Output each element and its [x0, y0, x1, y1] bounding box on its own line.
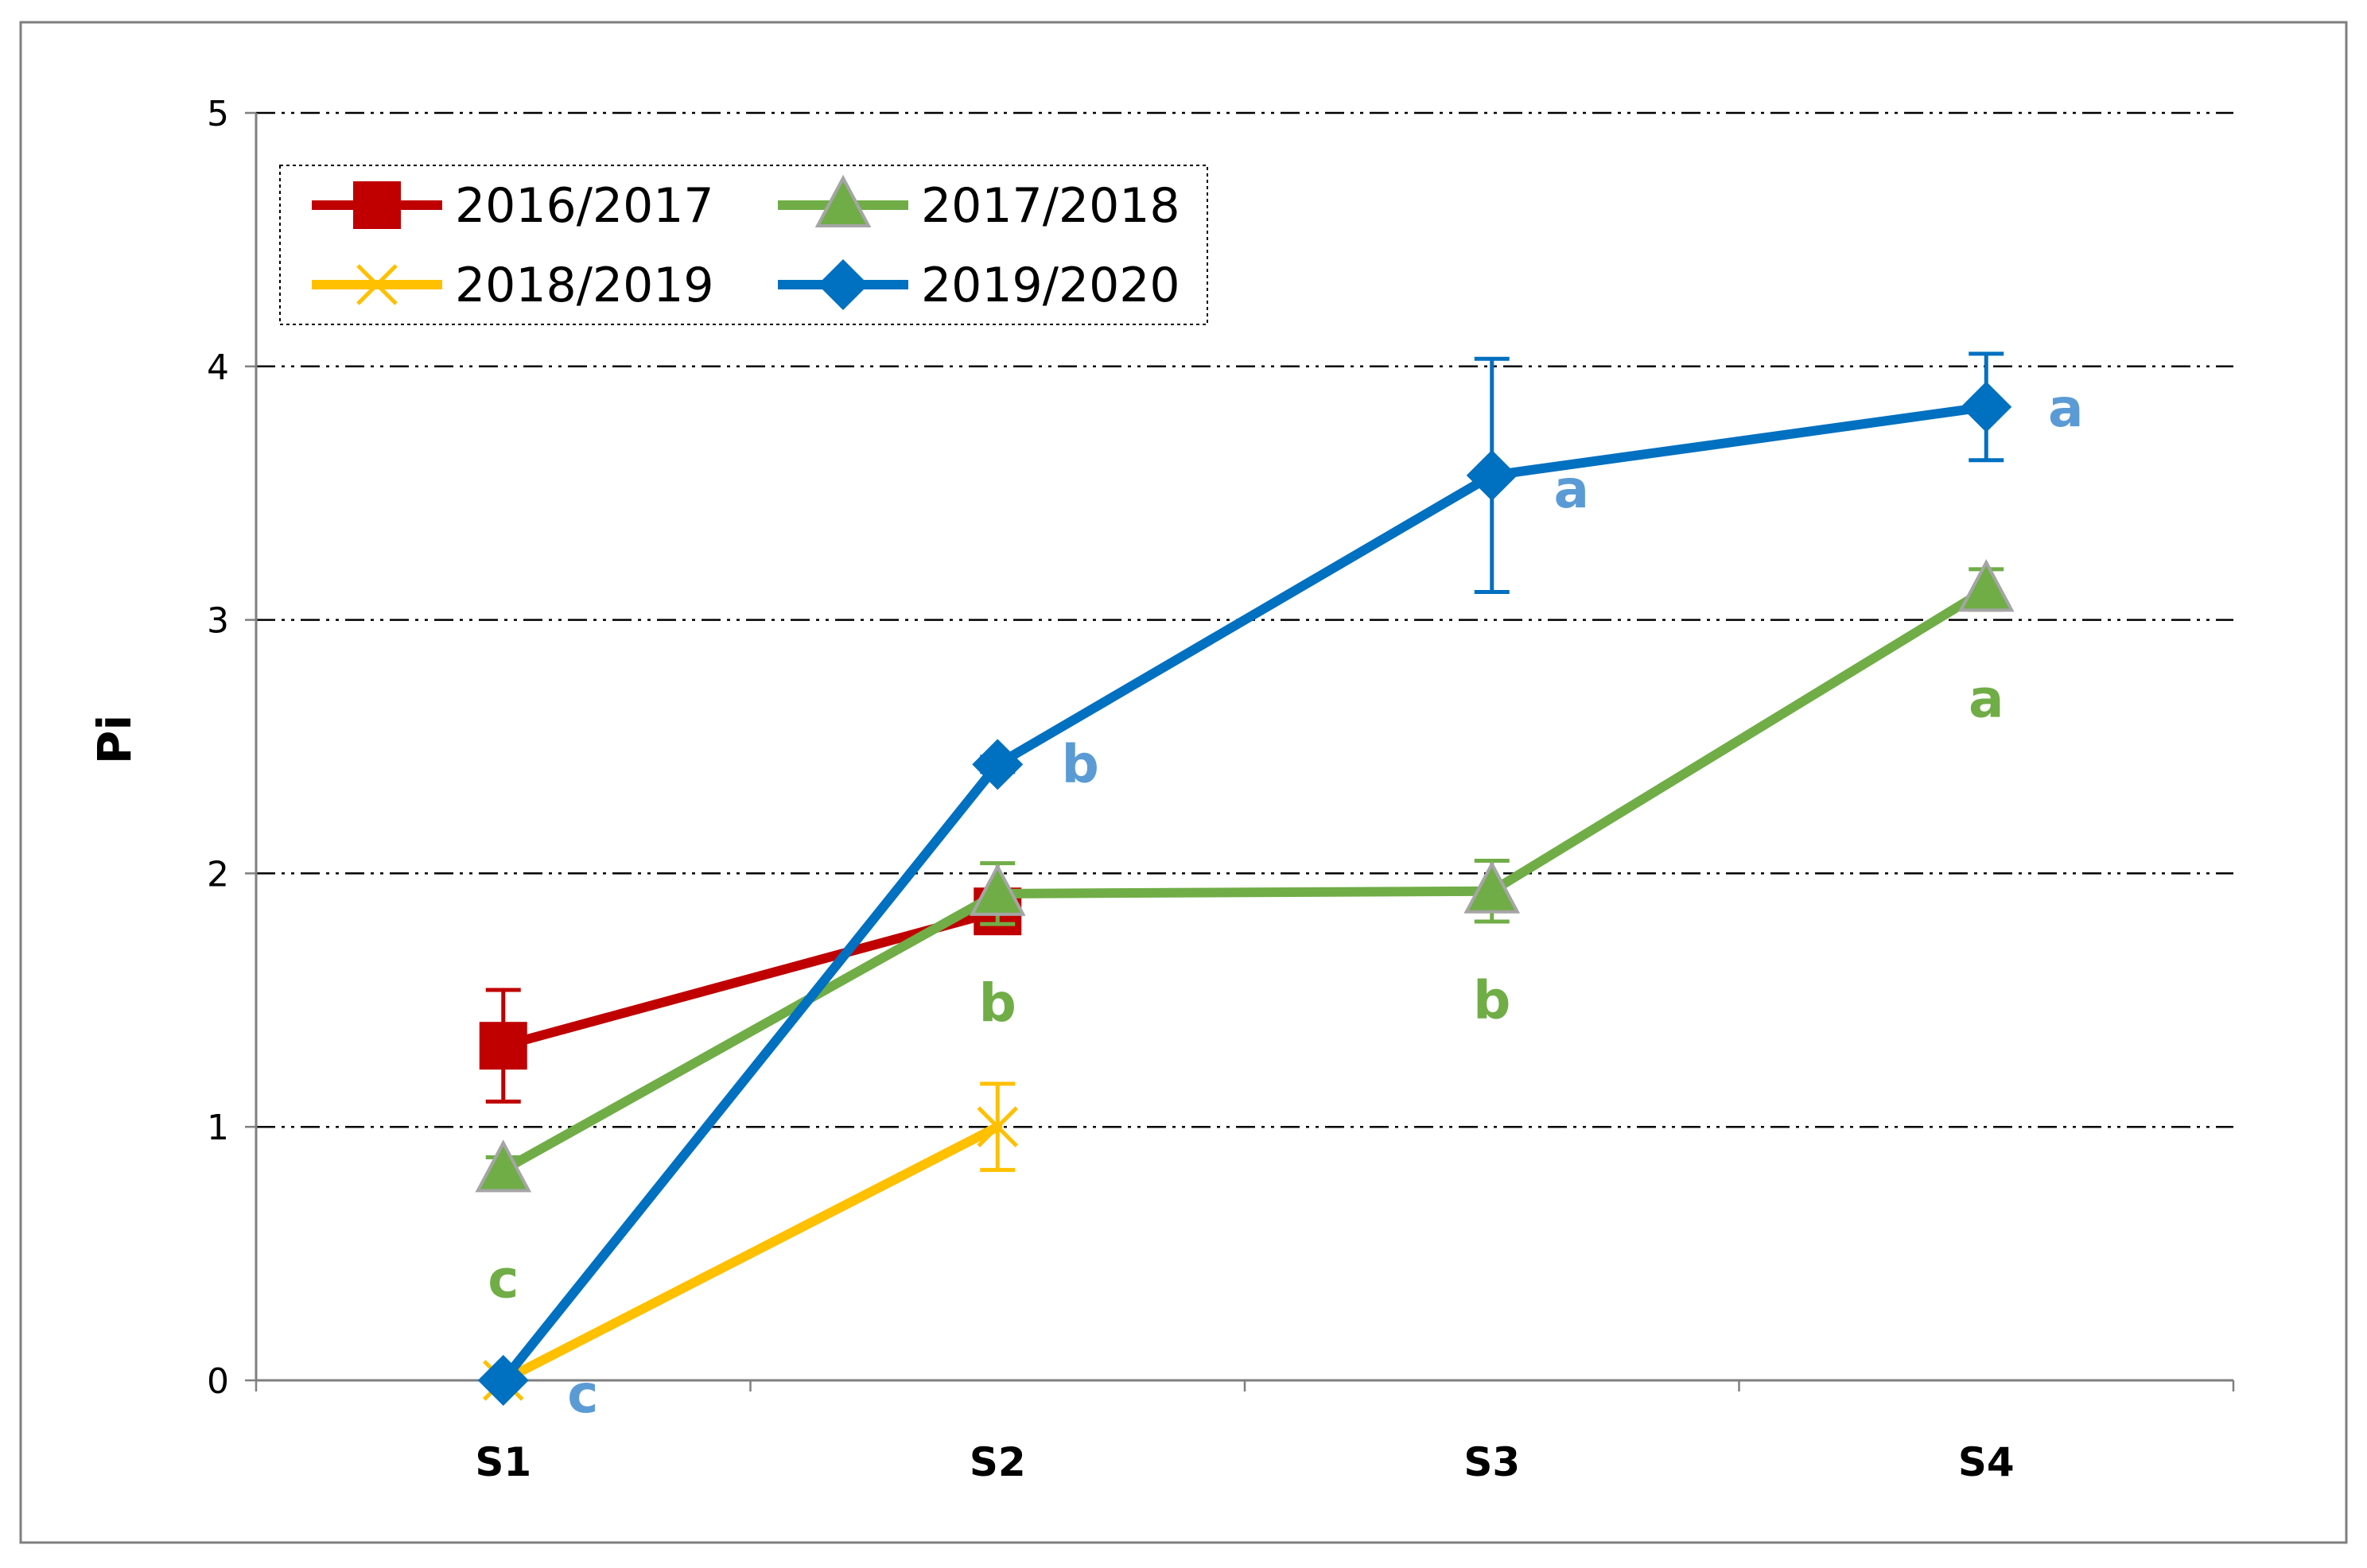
x-category-label-3: S4 — [1958, 1439, 2015, 1485]
axes: 0 1 2 3 4 5 S1 S2 S3 S4 — [207, 94, 2235, 1485]
y-tick-label-2: 2 — [207, 854, 229, 895]
series-1-line — [498, 584, 1992, 1175]
significance-letters: c b b a c b a a — [488, 378, 2083, 1425]
series-3-line — [498, 402, 1992, 1385]
legend-marker-1 — [814, 174, 872, 227]
legend-label-0: 2016/2017 — [455, 178, 714, 234]
y-tick-label-4: 4 — [207, 347, 229, 388]
legend: 2016/2017 2017/2018 2018/2019 2019/2020 — [279, 165, 1208, 325]
x-category-label-1: S2 — [970, 1439, 1026, 1485]
series-1 — [475, 559, 2015, 1193]
y-tick-label-0: 0 — [207, 1361, 229, 1402]
letter-2019-2020-0: c — [567, 1364, 598, 1425]
series-0-line — [498, 906, 1003, 1051]
legend-label-2: 2018/2019 — [455, 258, 714, 313]
y-tick-label-3: 3 — [207, 601, 229, 642]
x-category-label-2: S3 — [1463, 1439, 1520, 1485]
series-1-point-3 — [1957, 559, 2015, 612]
y-axis-title: Pi — [87, 715, 142, 764]
series-3-point-3 — [1961, 381, 2012, 433]
letter-2017-2018-3: a — [1969, 668, 2004, 729]
letter-2017-2018-0: c — [488, 1248, 519, 1310]
series-2-point-1 — [977, 1106, 1019, 1147]
legend-label-3: 2019/2020 — [921, 258, 1180, 313]
series-3 — [477, 351, 2012, 1406]
series-1-point-0 — [475, 1139, 532, 1193]
series-1-point-2 — [1463, 860, 1521, 914]
series — [475, 351, 2015, 1406]
legend-marker-3 — [818, 259, 869, 310]
series-3-point-1 — [972, 739, 1024, 790]
series-3-point-2 — [1466, 449, 1518, 501]
series-0-point-0 — [479, 1022, 527, 1070]
letter-2017-2018-2: b — [1473, 970, 1510, 1031]
letter-2019-2020-1: b — [1062, 733, 1099, 794]
legend-label-1: 2017/2018 — [921, 178, 1180, 234]
letter-2017-2018-1: b — [979, 972, 1016, 1034]
series-2-line — [498, 1122, 1003, 1385]
letter-2019-2020-2: a — [1553, 459, 1589, 520]
legend-box — [279, 165, 1208, 325]
x-category-label-0: S1 — [475, 1439, 531, 1485]
series-3-point-0 — [477, 1355, 529, 1406]
legend-marker-0 — [353, 181, 401, 229]
y-tick-label-5: 5 — [207, 94, 229, 134]
series-1-point-1 — [969, 863, 1026, 916]
legend-marker-2 — [356, 264, 398, 305]
y-tick-label-1: 1 — [207, 1108, 229, 1148]
letter-2019-2020-3: a — [2048, 378, 2084, 439]
